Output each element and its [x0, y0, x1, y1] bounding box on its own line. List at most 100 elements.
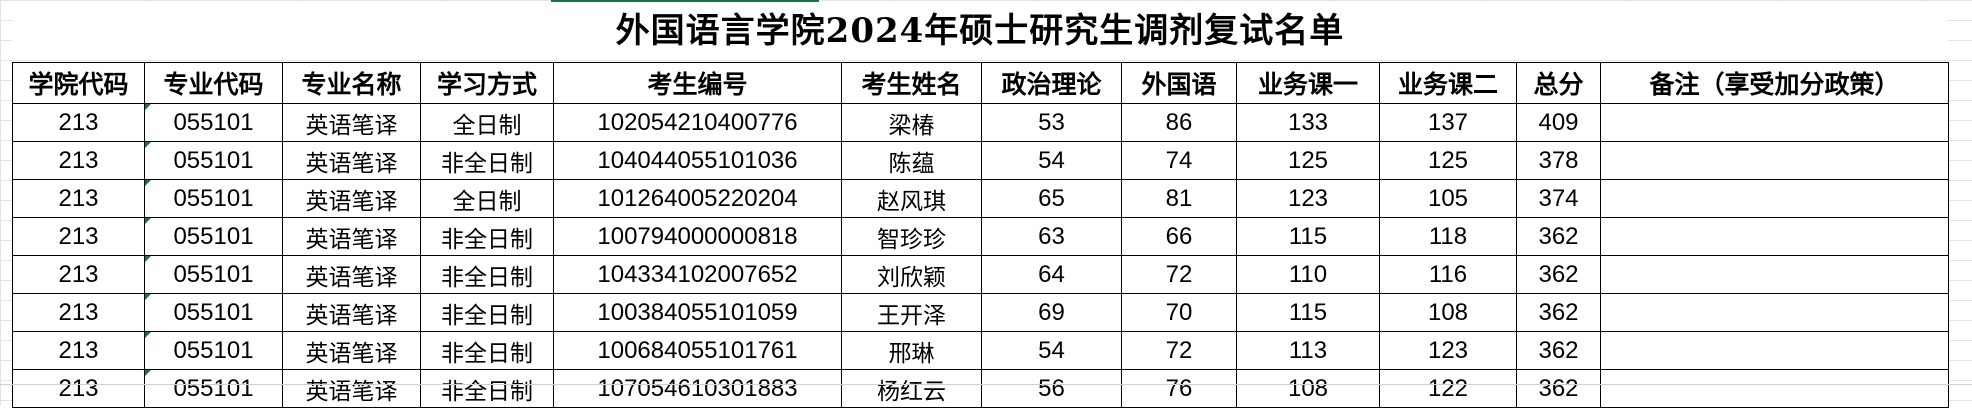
cell-study-mode[interactable]: 非全日制 — [420, 331, 554, 370]
cell-candidate-id[interactable]: 102054210400776 — [553, 103, 842, 142]
header-total[interactable]: 总分 — [1516, 62, 1601, 104]
cell-study-mode[interactable]: 全日制 — [420, 103, 554, 142]
cell-name[interactable]: 赵风琪 — [841, 179, 982, 218]
cell-note[interactable] — [1600, 179, 1949, 218]
cell-politics[interactable]: 54 — [981, 141, 1122, 180]
cell-college-code[interactable]: 213 — [12, 293, 145, 332]
cell-foreign-language[interactable]: 76 — [1121, 369, 1237, 408]
cell-course1[interactable]: 133 — [1236, 103, 1380, 142]
cell-note[interactable] — [1600, 141, 1949, 180]
header-course2[interactable]: 业务课二 — [1379, 62, 1517, 104]
cell-politics[interactable]: 63 — [981, 217, 1122, 256]
cell-college-code[interactable]: 213 — [12, 179, 145, 218]
cell-candidate-id[interactable]: 100794000000818 — [553, 217, 842, 256]
cell-name[interactable]: 陈蕴 — [841, 141, 982, 180]
sheet-title[interactable]: 外国语言学院2024年硕士研究生调剂复试名单 — [12, 2, 1948, 60]
header-name[interactable]: 考生姓名 — [841, 62, 982, 104]
cell-college-code[interactable]: 213 — [12, 103, 145, 142]
cell-course2[interactable]: 116 — [1379, 255, 1517, 294]
cell-note[interactable] — [1600, 331, 1949, 370]
cell-foreign-language[interactable]: 74 — [1121, 141, 1237, 180]
cell-candidate-id[interactable]: 104044055101036 — [553, 141, 842, 180]
cell-major-name[interactable]: 英语笔译 — [282, 141, 421, 180]
cell-name[interactable]: 梁椿 — [841, 103, 982, 142]
cell-major-code[interactable]: 055101 — [144, 293, 283, 332]
cell-politics[interactable]: 69 — [981, 293, 1122, 332]
cell-major-name[interactable]: 英语笔译 — [282, 179, 421, 218]
cell-study-mode[interactable]: 非全日制 — [420, 255, 554, 294]
cell-study-mode[interactable]: 全日制 — [420, 179, 554, 218]
cell-politics[interactable]: 64 — [981, 255, 1122, 294]
cell-politics[interactable]: 53 — [981, 103, 1122, 142]
header-candidate-id[interactable]: 考生编号 — [553, 62, 842, 104]
cell-politics[interactable]: 56 — [981, 369, 1122, 408]
cell-name[interactable]: 邢琳 — [841, 331, 982, 370]
header-note[interactable]: 备注（享受加分政策） — [1600, 62, 1949, 104]
cell-college-code[interactable]: 213 — [12, 141, 145, 180]
cell-foreign-language[interactable]: 70 — [1121, 293, 1237, 332]
cell-course2[interactable]: 105 — [1379, 179, 1517, 218]
cell-major-code[interactable]: 055101 — [144, 217, 283, 256]
header-study-mode[interactable]: 学习方式 — [420, 62, 554, 104]
cell-course1[interactable]: 108 — [1236, 369, 1380, 408]
cell-major-name[interactable]: 英语笔译 — [282, 293, 421, 332]
cell-total[interactable]: 409 — [1516, 103, 1601, 142]
cell-total[interactable]: 362 — [1516, 369, 1601, 408]
cell-college-code[interactable]: 213 — [12, 217, 145, 256]
cell-note[interactable] — [1600, 369, 1949, 408]
cell-note[interactable] — [1600, 293, 1949, 332]
header-major-name[interactable]: 专业名称 — [282, 62, 421, 104]
cell-politics[interactable]: 65 — [981, 179, 1122, 218]
cell-candidate-id[interactable]: 104334102007652 — [553, 255, 842, 294]
cell-candidate-id[interactable]: 101264005220204 — [553, 179, 842, 218]
cell-major-code[interactable]: 055101 — [144, 141, 283, 180]
cell-major-name[interactable]: 英语笔译 — [282, 331, 421, 370]
cell-foreign-language[interactable]: 81 — [1121, 179, 1237, 218]
cell-candidate-id[interactable]: 100684055101761 — [553, 331, 842, 370]
cell-course2[interactable]: 108 — [1379, 293, 1517, 332]
cell-major-name[interactable]: 英语笔译 — [282, 103, 421, 142]
cell-total[interactable]: 362 — [1516, 331, 1601, 370]
cell-study-mode[interactable]: 非全日制 — [420, 217, 554, 256]
cell-college-code[interactable]: 213 — [12, 255, 145, 294]
cell-foreign-language[interactable]: 86 — [1121, 103, 1237, 142]
cell-note[interactable] — [1600, 217, 1949, 256]
cell-major-name[interactable]: 英语笔译 — [282, 255, 421, 294]
cell-total[interactable]: 362 — [1516, 255, 1601, 294]
cell-total[interactable]: 378 — [1516, 141, 1601, 180]
header-college-code[interactable]: 学院代码 — [12, 62, 145, 104]
cell-course1[interactable]: 125 — [1236, 141, 1380, 180]
cell-name[interactable]: 刘欣颖 — [841, 255, 982, 294]
cell-course2[interactable]: 118 — [1379, 217, 1517, 256]
cell-course1[interactable]: 123 — [1236, 179, 1380, 218]
cell-course1[interactable]: 113 — [1236, 331, 1380, 370]
cell-total[interactable]: 362 — [1516, 293, 1601, 332]
header-politics[interactable]: 政治理论 — [981, 62, 1122, 104]
cell-name[interactable]: 智珍珍 — [841, 217, 982, 256]
cell-candidate-id[interactable]: 107054610301883 — [553, 369, 842, 408]
cell-name[interactable]: 杨红云 — [841, 369, 982, 408]
cell-course2[interactable]: 123 — [1379, 331, 1517, 370]
cell-major-code[interactable]: 055101 — [144, 369, 283, 408]
cell-college-code[interactable]: 213 — [12, 331, 145, 370]
cell-college-code[interactable]: 213 — [12, 369, 145, 408]
cell-foreign-language[interactable]: 72 — [1121, 331, 1237, 370]
cell-major-name[interactable]: 英语笔译 — [282, 217, 421, 256]
cell-major-code[interactable]: 055101 — [144, 331, 283, 370]
header-major-code[interactable]: 专业代码 — [144, 62, 283, 104]
cell-study-mode[interactable]: 非全日制 — [420, 293, 554, 332]
cell-total[interactable]: 374 — [1516, 179, 1601, 218]
cell-major-code[interactable]: 055101 — [144, 179, 283, 218]
cell-note[interactable] — [1600, 103, 1949, 142]
cell-course1[interactable]: 110 — [1236, 255, 1380, 294]
cell-foreign-language[interactable]: 66 — [1121, 217, 1237, 256]
cell-study-mode[interactable]: 非全日制 — [420, 369, 554, 408]
cell-name[interactable]: 王开泽 — [841, 293, 982, 332]
cell-total[interactable]: 362 — [1516, 217, 1601, 256]
cell-major-code[interactable]: 055101 — [144, 103, 283, 142]
cell-course2[interactable]: 125 — [1379, 141, 1517, 180]
cell-study-mode[interactable]: 非全日制 — [420, 141, 554, 180]
cell-course1[interactable]: 115 — [1236, 217, 1380, 256]
cell-course2[interactable]: 137 — [1379, 103, 1517, 142]
cell-course2[interactable]: 122 — [1379, 369, 1517, 408]
